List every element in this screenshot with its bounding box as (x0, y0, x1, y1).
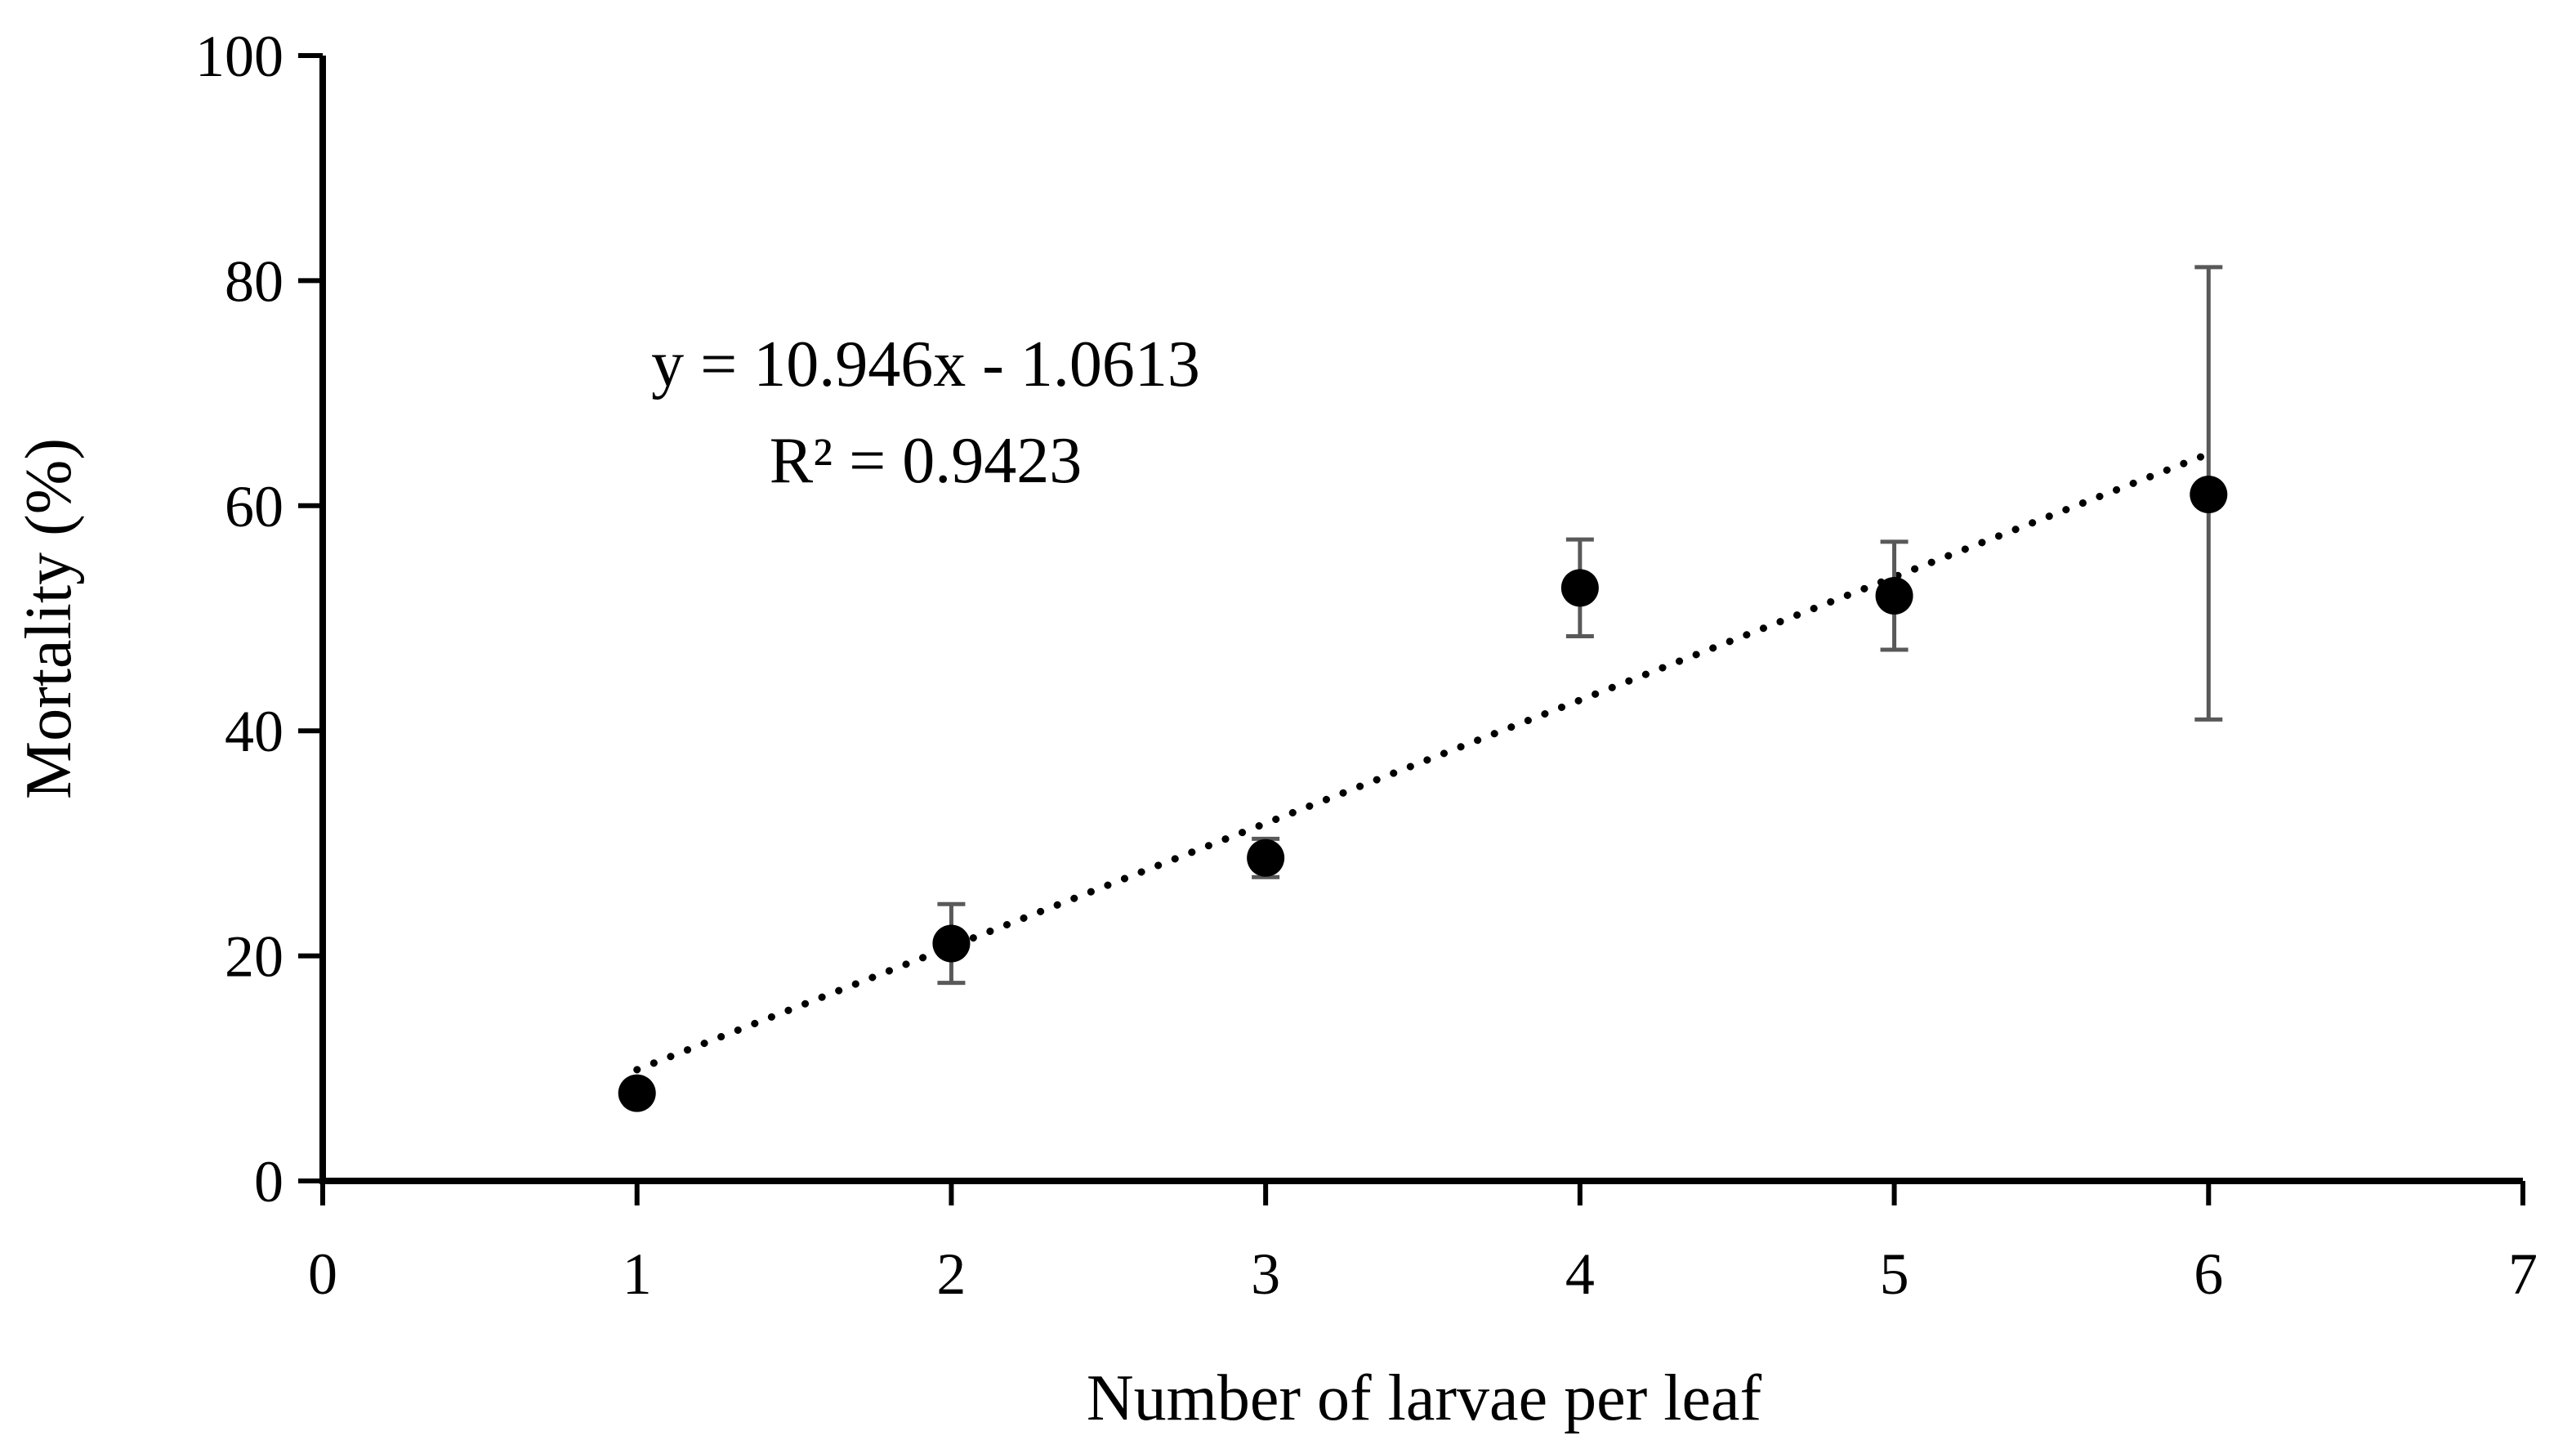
x-tick-label: 4 (1565, 1241, 1595, 1307)
x-tick-label: 0 (308, 1241, 337, 1307)
y-tick-label: 60 (225, 474, 283, 539)
y-tick-label: 100 (195, 24, 283, 89)
data-point (1875, 576, 1913, 615)
x-tick-label: 3 (1251, 1241, 1280, 1307)
data-point (618, 1074, 656, 1112)
x-tick-label: 5 (1880, 1241, 1909, 1307)
trendline (633, 449, 2212, 1074)
x-tick-label: 6 (2194, 1241, 2223, 1307)
y-tick-label: 40 (225, 699, 283, 764)
x-tick-label: 2 (936, 1241, 966, 1307)
r-squared-label: R² = 0.9423 (770, 425, 1082, 497)
y-tick-label: 20 (225, 924, 283, 990)
y-tick-label: 80 (225, 248, 283, 314)
data-point (932, 924, 971, 963)
x-tick-label: 1 (623, 1241, 652, 1307)
data-point (2190, 476, 2228, 514)
regression-equation: y = 10.946x - 1.0613 (651, 329, 1200, 400)
data-point (1560, 569, 1599, 607)
x-axis-title: Number of larvae per leaf (1087, 1362, 1762, 1434)
data-point (1247, 839, 1285, 877)
plot-layer: 0 20 40 60 80 100 0 1 2 3 4 5 6 7 (195, 24, 2538, 1307)
y-tick-label: 0 (254, 1149, 283, 1214)
x-tick-label: 7 (2508, 1241, 2538, 1307)
y-axis-title: Mortality (%) (13, 438, 85, 799)
